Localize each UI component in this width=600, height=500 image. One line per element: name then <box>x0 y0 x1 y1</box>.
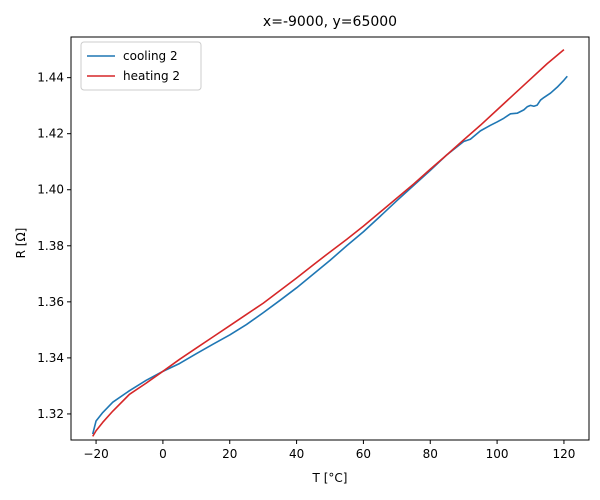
x-tick-label: 100 <box>486 447 509 461</box>
series-line-cooling-2 <box>91 75 568 435</box>
x-tick-label: 0 <box>159 447 167 461</box>
legend-entry-label: cooling 2 <box>123 49 178 63</box>
plot-frame <box>70 36 590 441</box>
axis-ticks: −20 0 20 40 60 80 100 120 1.32 1.34 1.36 1.38 1.40 1.… <box>37 71 575 461</box>
x-tick-label: 60 <box>356 447 371 461</box>
y-tick-label: 1.34 <box>37 351 64 365</box>
x-tick-label: 120 <box>552 447 575 461</box>
y-axis-label: R [Ω] <box>14 228 28 259</box>
chart-title: x=-9000, y=65000 <box>263 14 397 30</box>
y-tick-label: 1.40 <box>37 183 64 197</box>
x-tick-label: 40 <box>289 447 304 461</box>
y-tick-label: 1.38 <box>37 239 64 253</box>
y-tick-label: 1.44 <box>37 71 64 85</box>
legend: cooling 2 heating 2 <box>80 41 202 91</box>
y-tick-label: 1.42 <box>37 127 64 141</box>
plot-area <box>91 48 568 437</box>
x-tick-label: 80 <box>423 447 438 461</box>
x-axis-label: T [°C] <box>312 471 348 485</box>
series-line-heating-2 <box>92 48 565 437</box>
legend-box <box>80 41 202 91</box>
x-tick-label: 20 <box>222 447 237 461</box>
x-tick-label: −20 <box>83 447 108 461</box>
y-tick-label: 1.36 <box>37 295 64 309</box>
y-tick-label: 1.32 <box>37 407 64 421</box>
legend-entry-label: heating 2 <box>123 69 180 83</box>
